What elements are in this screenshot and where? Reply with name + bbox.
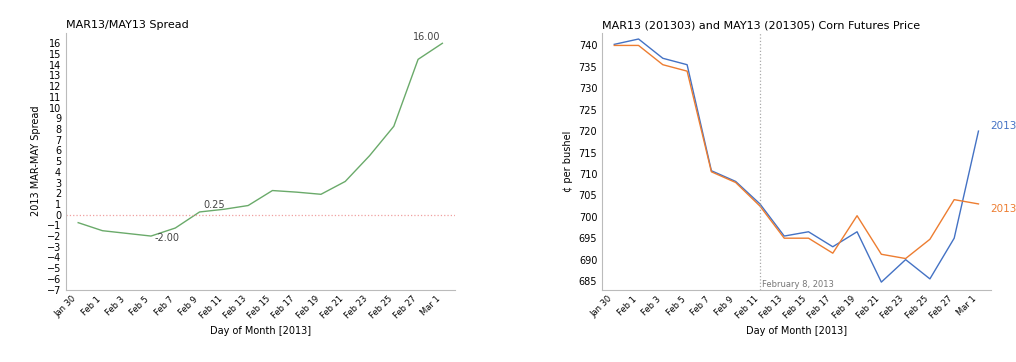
X-axis label: Day of Month [2013]: Day of Month [2013]	[209, 327, 311, 336]
Y-axis label: ¢ per bushel: ¢ per bushel	[563, 130, 573, 192]
Text: 16.00: 16.00	[414, 32, 441, 42]
Text: 201303: 201303	[991, 121, 1016, 131]
Text: 201305: 201305	[991, 205, 1016, 215]
X-axis label: Day of Month [2013]: Day of Month [2013]	[746, 327, 847, 336]
Text: 0.25: 0.25	[203, 200, 225, 210]
Text: -2.00: -2.00	[154, 233, 180, 243]
Text: MAR13/MAY13 Spread: MAR13/MAY13 Spread	[66, 20, 189, 30]
Text: MAR13 (201303) and MAY13 (201305) Corn Futures Price: MAR13 (201303) and MAY13 (201305) Corn F…	[602, 20, 920, 30]
Y-axis label: 2013 MAR-MAY Spread: 2013 MAR-MAY Spread	[31, 106, 42, 216]
Text: February 8, 2013: February 8, 2013	[762, 281, 834, 290]
